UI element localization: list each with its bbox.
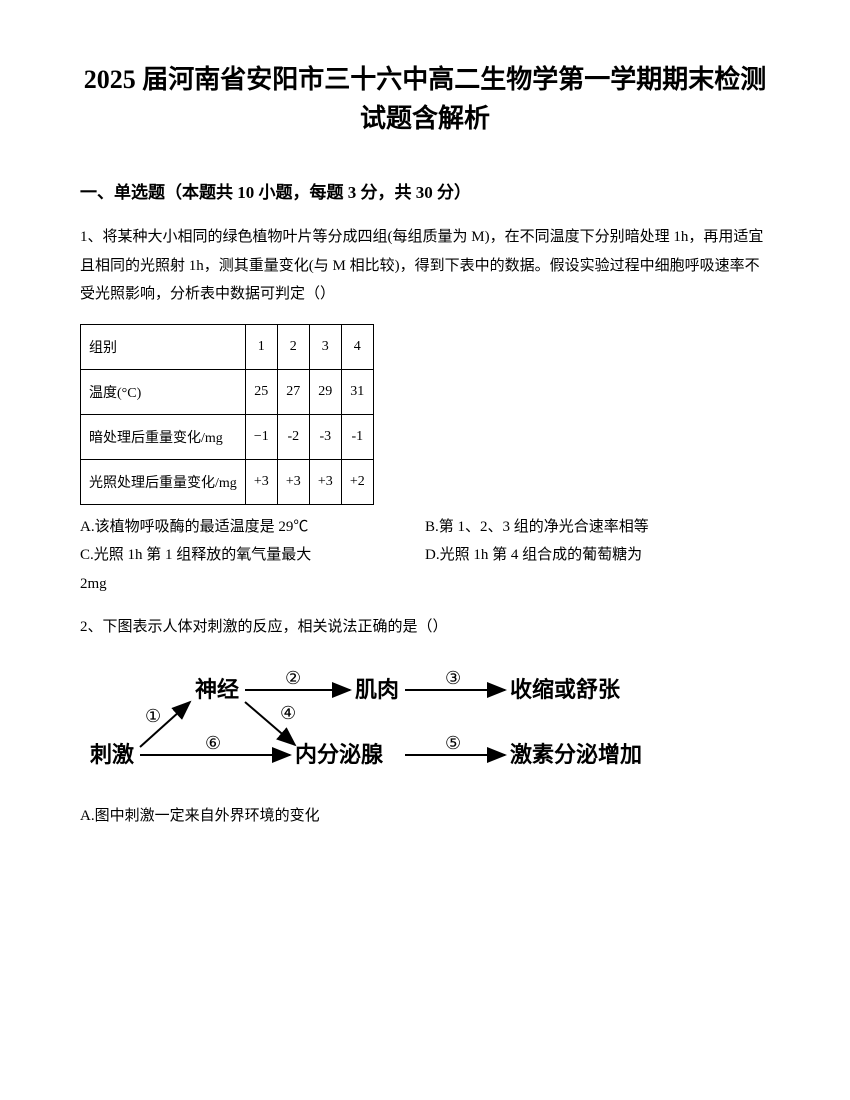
table-cell: 27	[277, 369, 309, 414]
question-1-table: 组别 1 2 3 4 温度(°C) 25 27 29 31 暗处理后重量变化/m…	[80, 324, 374, 505]
question-2-option-a: A.图中刺激一定来自外界环境的变化	[80, 802, 770, 831]
document-title: 2025 届河南省安阳市三十六中高二生物学第一学期期末检测试题含解析	[80, 60, 770, 138]
diagram-label-2: ②	[285, 668, 301, 688]
table-cell: -3	[309, 414, 341, 459]
table-row: 组别 1 2 3 4	[81, 324, 374, 369]
table-cell: 29	[309, 369, 341, 414]
option-a: A.该植物呼吸酶的最适温度是 29℃	[80, 513, 425, 542]
diagram-label-4: ④	[280, 703, 296, 723]
options-row: 2mg	[80, 570, 770, 599]
flow-diagram-svg: 刺激 神经 肌肉 内分泌腺 收缩或舒张 激素分泌增加 ① ② ③ ④ ⑤ ⑥	[80, 657, 700, 787]
option-c: C.光照 1h 第 1 组释放的氧气量最大	[80, 541, 425, 570]
diagram-label-5: ⑤	[445, 733, 461, 753]
table-row: 暗处理后重量变化/mg −1 -2 -3 -1	[81, 414, 374, 459]
option-b: B.第 1、2、3 组的净光合速率相等	[425, 513, 770, 542]
table-cell: −1	[245, 414, 277, 459]
diagram-node-endocrine: 内分泌腺	[295, 742, 384, 767]
diagram-node-stimulus: 刺激	[90, 742, 134, 767]
table-cell: +3	[245, 459, 277, 504]
table-cell: +3	[309, 459, 341, 504]
table-cell: 3	[309, 324, 341, 369]
table-cell: 2	[277, 324, 309, 369]
diagram-label-1: ①	[145, 706, 161, 726]
question-2-diagram: 刺激 神经 肌肉 内分泌腺 收缩或舒张 激素分泌增加 ① ② ③ ④ ⑤ ⑥	[80, 657, 770, 787]
table-cell: 温度(°C)	[81, 369, 246, 414]
diagram-label-6: ⑥	[205, 733, 221, 753]
question-2-text: 2、下图表示人体对刺激的反应，相关说法正确的是（）	[80, 613, 770, 642]
table-cell: -1	[341, 414, 373, 459]
option-d: D.光照 1h 第 4 组合成的葡萄糖为	[425, 541, 770, 570]
table-cell: 4	[341, 324, 373, 369]
section-header: 一、单选题（本题共 10 小题，每题 3 分，共 30 分）	[80, 178, 770, 203]
table-row: 光照处理后重量变化/mg +3 +3 +3 +2	[81, 459, 374, 504]
table-cell: 25	[245, 369, 277, 414]
table-cell: 1	[245, 324, 277, 369]
table-cell: +2	[341, 459, 373, 504]
question-1-text: 1、将某种大小相同的绿色植物叶片等分成四组(每组质量为 M)，在不同温度下分别暗…	[80, 223, 770, 309]
diagram-node-muscle: 肌肉	[355, 677, 399, 702]
table-cell: 31	[341, 369, 373, 414]
options-row: C.光照 1h 第 1 组释放的氧气量最大 D.光照 1h 第 4 组合成的葡萄…	[80, 541, 770, 570]
table-cell: +3	[277, 459, 309, 504]
table-cell: 光照处理后重量变化/mg	[81, 459, 246, 504]
diagram-node-nerve: 神经	[195, 677, 239, 702]
table-cell: -2	[277, 414, 309, 459]
table-cell: 组别	[81, 324, 246, 369]
diagram-node-hormone: 激素分泌增加	[510, 742, 642, 767]
table-cell: 暗处理后重量变化/mg	[81, 414, 246, 459]
diagram-label-3: ③	[445, 668, 461, 688]
option-d-continued: 2mg	[80, 570, 770, 599]
diagram-node-contract: 收缩或舒张	[510, 677, 621, 702]
table-row: 温度(°C) 25 27 29 31	[81, 369, 374, 414]
options-row: A.该植物呼吸酶的最适温度是 29℃ B.第 1、2、3 组的净光合速率相等	[80, 513, 770, 542]
